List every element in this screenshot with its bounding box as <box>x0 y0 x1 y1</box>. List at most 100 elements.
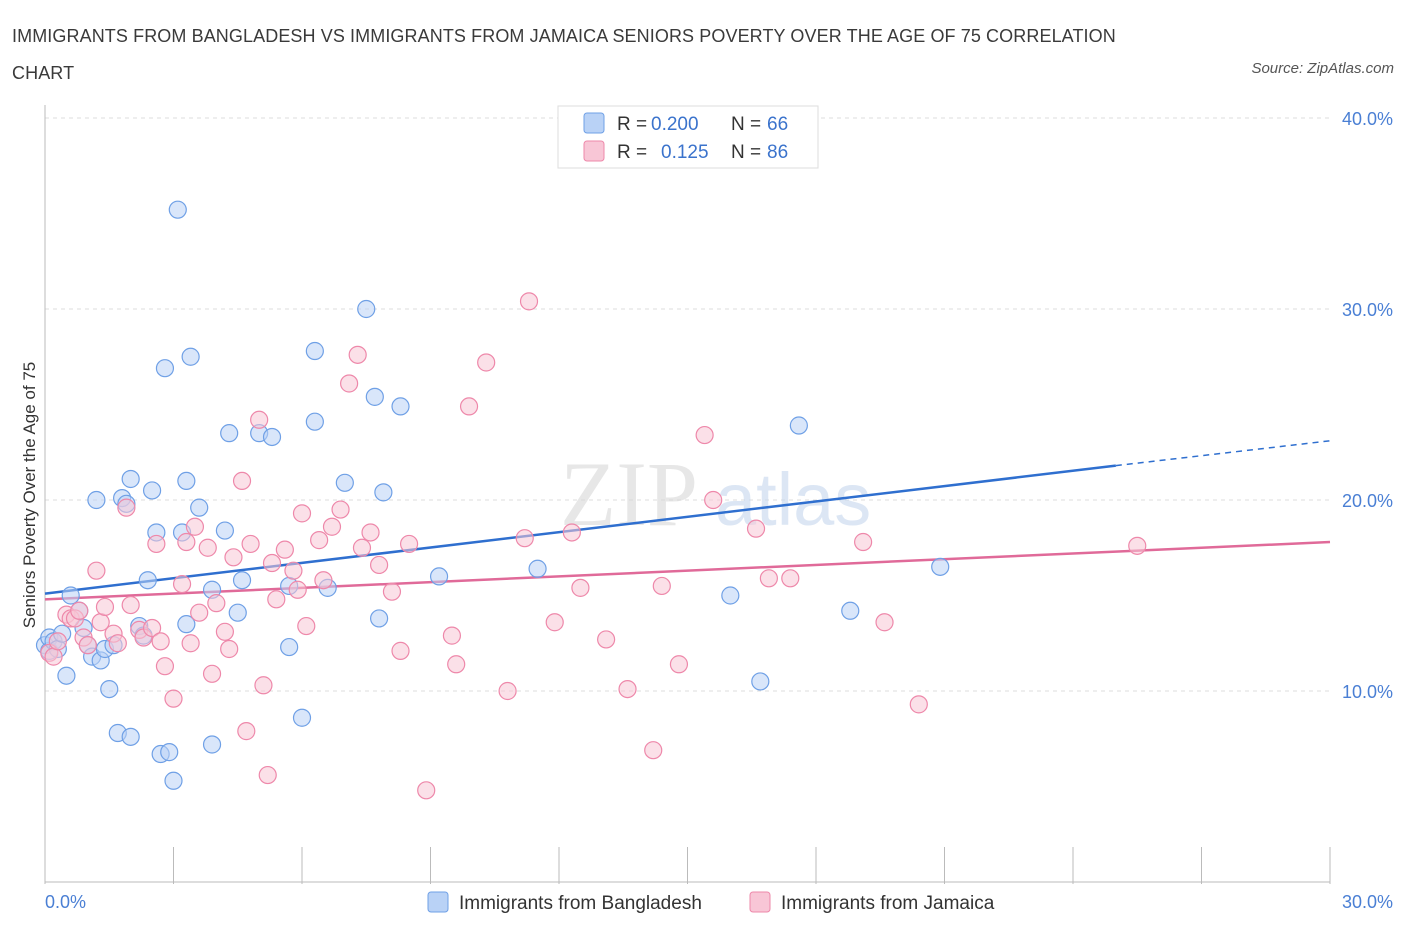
point-jamaica <box>597 630 616 649</box>
point-bangladesh <box>190 498 209 517</box>
chart-title: IMMIGRANTS FROM BANGLADESH VS IMMIGRANTS… <box>12 26 1116 83</box>
point-bangladesh <box>61 586 80 605</box>
point-jamaica <box>391 641 410 660</box>
x-tick-label: 0.0% <box>45 892 86 912</box>
point-bangladesh <box>121 469 140 489</box>
point-bangladesh <box>164 771 183 790</box>
point-jamaica <box>292 504 312 523</box>
point-jamaica <box>215 622 234 641</box>
point-bangladesh <box>168 200 187 219</box>
point-jamaica <box>442 626 462 645</box>
point-bangladesh <box>365 387 384 406</box>
legend-r-value: 0.125 <box>661 142 709 163</box>
point-jamaica <box>759 569 778 588</box>
point-bangladesh <box>155 359 175 378</box>
point-bangladesh <box>292 708 312 727</box>
legend-n-value: 86 <box>767 142 788 163</box>
y-tick-label: 10.0% <box>1342 682 1393 702</box>
legend-r-label: R = <box>617 142 647 163</box>
y-tick-label: 30.0% <box>1342 300 1393 320</box>
point-bangladesh <box>177 471 196 490</box>
point-jamaica <box>258 765 277 785</box>
point-jamaica <box>202 664 222 683</box>
watermark-atlas: atlas <box>715 458 871 541</box>
point-jamaica <box>519 292 539 311</box>
point-jamaica <box>618 679 637 699</box>
watermark: ZIP <box>560 443 698 545</box>
point-jamaica <box>459 397 479 416</box>
point-jamaica <box>288 580 307 599</box>
point-bangladesh <box>202 735 222 754</box>
point-jamaica <box>297 616 316 636</box>
point-jamaica <box>447 655 466 674</box>
point-jamaica <box>275 540 294 559</box>
point-jamaica <box>875 613 894 632</box>
point-jamaica <box>854 532 873 552</box>
point-jamaica <box>695 425 714 445</box>
point-bangladesh <box>841 601 860 620</box>
point-jamaica <box>331 500 350 519</box>
point-jamaica <box>70 601 89 620</box>
point-jamaica <box>562 523 581 542</box>
point-bangladesh <box>262 427 282 447</box>
point-bangladesh <box>57 666 76 685</box>
point-bangladesh <box>335 473 354 492</box>
point-jamaica <box>142 618 162 638</box>
legend-swatch-jamaica <box>583 140 605 162</box>
tick-labels: 10.0% 20.0% 30.0% 40.0% 0.0% 30.0% <box>45 109 1393 912</box>
point-jamaica <box>117 498 136 517</box>
point-jamaica <box>909 695 928 714</box>
point-bangladesh <box>121 727 140 746</box>
point-jamaica <box>399 534 419 554</box>
legend-box: R = 0.200 N = 66 R = 0.125 N = 86 <box>557 105 819 169</box>
point-bangladesh <box>429 567 449 586</box>
point-bangladesh <box>789 416 808 435</box>
point-jamaica <box>241 534 260 554</box>
point-jamaica <box>652 576 671 596</box>
point-bangladesh <box>232 571 252 590</box>
point-jamaica <box>232 471 252 490</box>
point-jamaica <box>78 636 97 655</box>
point-bangladesh <box>305 341 324 361</box>
point-jamaica <box>237 722 256 741</box>
point-jamaica <box>250 410 269 429</box>
point-jamaica <box>121 595 140 615</box>
point-jamaica <box>1128 536 1147 555</box>
point-jamaica <box>254 676 273 695</box>
point-bangladesh <box>215 521 234 540</box>
legend-n-label: N = <box>731 114 761 135</box>
point-jamaica <box>190 603 209 622</box>
point-jamaica <box>48 632 67 651</box>
point-jamaica <box>108 634 127 653</box>
point-jamaica <box>267 590 286 609</box>
point-jamaica <box>644 741 663 760</box>
point-jamaica <box>314 571 333 590</box>
point-bangladesh <box>305 412 324 431</box>
point-jamaica <box>746 519 766 538</box>
point-jamaica <box>361 523 380 542</box>
point-bangladesh <box>528 559 547 578</box>
point-jamaica <box>44 647 63 666</box>
x-tick-label: 30.0% <box>1342 892 1393 912</box>
point-jamaica <box>207 594 226 613</box>
bottom-legend-swatch-bangladesh <box>427 891 449 913</box>
point-jamaica <box>155 657 175 676</box>
point-bangladesh <box>357 299 376 319</box>
point-bangladesh <box>160 743 179 762</box>
point-jamaica <box>172 574 192 594</box>
point-bangladesh <box>181 347 200 366</box>
point-jamaica <box>417 781 436 800</box>
point-bangladesh <box>87 490 106 510</box>
point-bangladesh <box>751 672 770 691</box>
point-jamaica <box>382 582 402 601</box>
y-tick-label: 20.0% <box>1342 491 1393 511</box>
point-jamaica <box>477 353 496 372</box>
point-bangladesh <box>100 679 119 699</box>
bottom-legend: Immigrants from Bangladesh Immigrants fr… <box>427 891 995 914</box>
legend-n-value: 66 <box>767 114 788 135</box>
point-bangladesh <box>280 637 299 657</box>
trend-line-jamaica <box>44 540 1331 601</box>
point-jamaica <box>220 639 239 659</box>
point-jamaica <box>87 561 106 580</box>
